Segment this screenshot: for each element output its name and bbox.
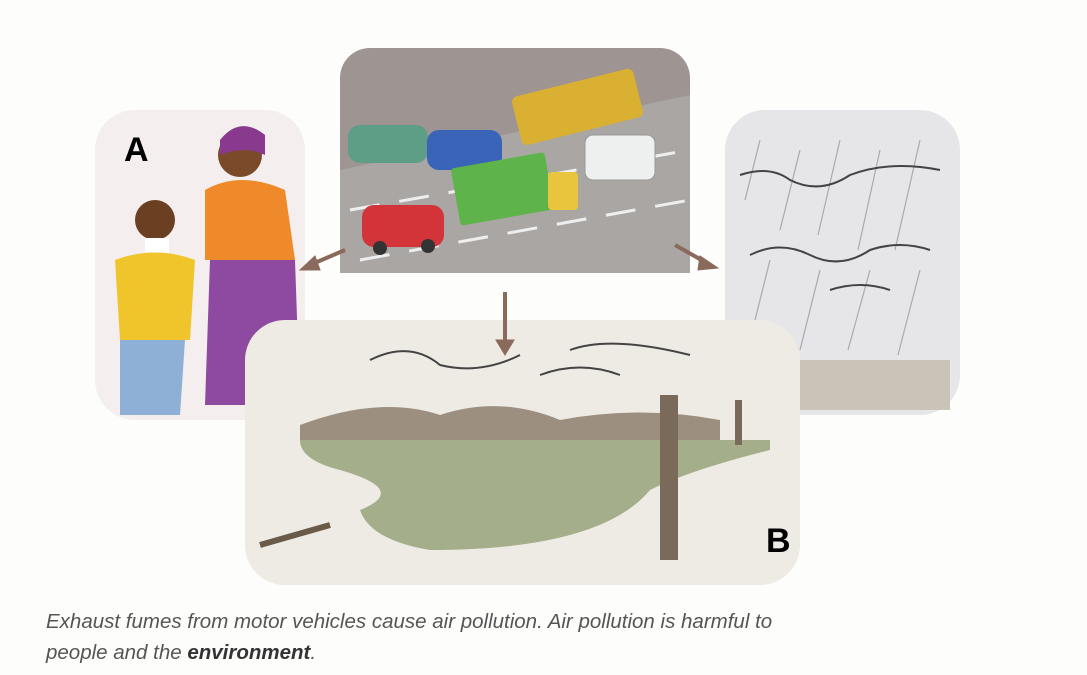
label-a: A — [124, 131, 149, 170]
traffic-scene — [340, 48, 690, 273]
caption-text: people and the — [46, 641, 187, 664]
caption: Exhaust fumes from motor vehicles cause … — [46, 606, 1046, 668]
label-b: B — [766, 522, 791, 561]
illustration — [0, 0, 1087, 675]
caption-bold: environment — [187, 641, 310, 664]
caption-line: Exhaust fumes from motor vehicles cause … — [46, 606, 1046, 637]
lake-scene — [245, 320, 800, 585]
caption-line: people and the environment. — [46, 637, 1046, 668]
page: A B Exhaust fumes from motor vehicles ca… — [0, 0, 1087, 675]
caption-text: . — [310, 641, 316, 664]
